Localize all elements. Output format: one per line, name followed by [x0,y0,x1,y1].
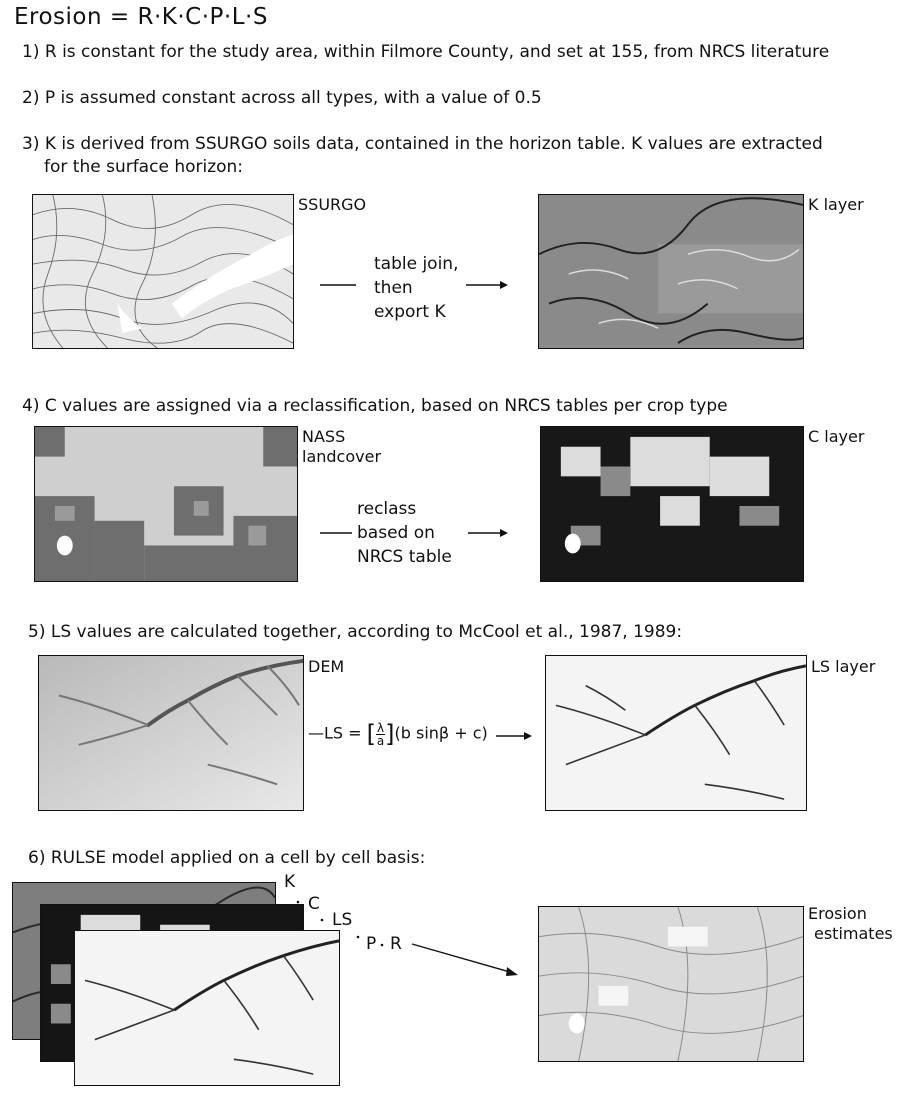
step-1-text: 1) R is constant for the study area, wit… [22,42,830,62]
ssurgo-map-graphic [33,195,293,348]
ls-layer-label: LS layer [811,657,876,676]
formula-dash-left: — [308,723,324,743]
nass-label-1: NASS [302,427,346,446]
step-3-text-line1: 3) K is derived from SSURGO soils data, … [22,134,823,154]
stack-p-label: P [366,934,377,954]
stack-r-label: R [390,934,402,954]
c-flow-arrow [320,529,508,537]
step-2-text: 2) P is assumed constant across all type… [22,88,542,108]
k-flow-line-3: export K [374,302,446,322]
formula-bracket-close: ] [385,720,395,748]
stack-k-label: K [284,872,296,892]
stack-ls-label: LS [332,910,353,930]
c-flow-line-2: based on [357,523,435,543]
ls-flow-arrow [496,732,532,740]
ls-layer-map-graphic [546,656,806,810]
formula-frac-num: λ [376,720,386,735]
k-flow-text: table join, then export K [374,252,459,324]
dem-label: DEM [308,657,345,676]
nass-map [34,426,298,582]
nass-map-graphic [35,427,297,581]
dem-map-graphic [39,656,303,810]
erosion-label-1: Erosion [808,904,867,923]
erosion-label-2: estimates [814,924,893,943]
dem-map [38,655,304,811]
step-3-text-line2: for the surface horizon: [44,157,244,177]
formula-lhs: LS = [324,723,367,743]
c-flow-text: reclass based on NRCS table [357,497,452,569]
step-5-text: 5) LS values are calculated together, ac… [28,622,683,642]
k-layer-label: K layer [808,195,864,214]
step-4-text: 4) C values are assigned via a reclassif… [22,396,728,416]
c-layer-label: C layer [808,427,865,446]
formula-frac-den: a [376,733,385,748]
ls-layer-map [545,655,807,811]
formula-bracket-open: [ [366,720,377,748]
stack-dot-separators [296,900,384,947]
page-title: Erosion = R·K·C·P·L·S [14,4,268,30]
c-layer-map [540,426,804,582]
c-flow-line-3: NRCS table [357,547,452,567]
k-layer-map-graphic [539,195,803,348]
formula-rhs: (b sinβ + c) [394,723,488,743]
erosion-map [538,906,804,1062]
k-flow-line-2: then [374,278,413,298]
ssurgo-label: SSURGO [298,195,367,214]
stack-ls-layer-graphic [75,931,339,1085]
k-flow-line-1: table join, [374,254,459,274]
ssurgo-map [32,194,294,349]
ls-formula: —LS = [λ a](b sinβ + c) [308,720,488,748]
k-flow-arrow [320,281,508,289]
rusle-flow-arrow [411,943,518,976]
k-layer-map [538,194,804,349]
stack-c-label: C [308,894,320,914]
erosion-map-graphic [539,907,803,1061]
nass-label-2: landcover [302,447,382,466]
stack-ls-layer [74,930,340,1086]
c-layer-map-graphic [541,427,803,581]
c-flow-line-1: reclass [357,499,417,519]
step-6-text: 6) RULSE model applied on a cell by cell… [28,848,426,868]
